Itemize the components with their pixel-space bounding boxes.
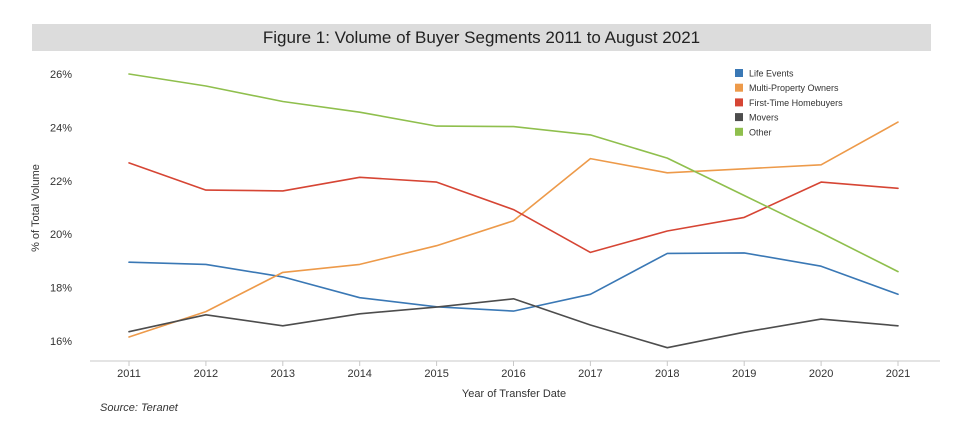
y-tick-label: 18% (50, 283, 72, 295)
legend-label-multi-property-owners: Multi-Property Owners (749, 83, 839, 93)
chart-title-bar: Figure 1: Volume of Buyer Segments 2011 … (32, 24, 931, 51)
series-line-first-time-homebuyers (128, 162, 899, 254)
legend-swatch-movers (735, 113, 743, 122)
legend-label-movers: Movers (749, 113, 779, 123)
legend-swatch-life-events (735, 69, 743, 77)
series-line-other (128, 73, 899, 273)
x-tick-label: 2020 (809, 368, 833, 380)
x-tick-label: 2017 (578, 368, 602, 380)
x-tick-label: 2015 (424, 368, 448, 380)
x-tick-label: 2018 (655, 368, 679, 380)
y-tick-label: 20% (50, 229, 72, 241)
x-tick-label: 2019 (732, 368, 756, 380)
legend-swatch-first-time-homebuyers (735, 98, 743, 107)
series-line-life-events (128, 252, 899, 312)
series-line-movers (128, 297, 899, 349)
y-tick-label: 24% (50, 122, 72, 134)
y-tick-label: 16% (50, 336, 72, 348)
y-tick-label: 26% (50, 69, 72, 81)
x-tick-label: 2011 (117, 368, 141, 380)
legend-label-other: Other (749, 127, 772, 137)
x-tick-label: 2016 (501, 368, 525, 380)
series-line-multi-property-owners (128, 121, 899, 338)
chart-title: Figure 1: Volume of Buyer Segments 2011 … (262, 27, 701, 47)
legend-label-life-events: Life Events (749, 69, 794, 79)
y-axis-label: % of Total Volume (30, 164, 42, 252)
y-tick-label: 22% (50, 176, 72, 188)
x-axis-label: Year of Transfer Date (462, 388, 566, 400)
legend-swatch-multi-property-owners (735, 83, 743, 92)
source-note: Source: Teranet (100, 402, 178, 414)
x-tick-label: 2012 (194, 368, 218, 380)
legend-swatch-other (735, 127, 743, 136)
legend-label-first-time-homebuyers: First-Time Homebuyers (749, 98, 843, 108)
x-tick-label: 2021 (886, 368, 910, 380)
x-tick-label: 2014 (347, 368, 371, 380)
x-tick-label: 2013 (271, 368, 295, 380)
